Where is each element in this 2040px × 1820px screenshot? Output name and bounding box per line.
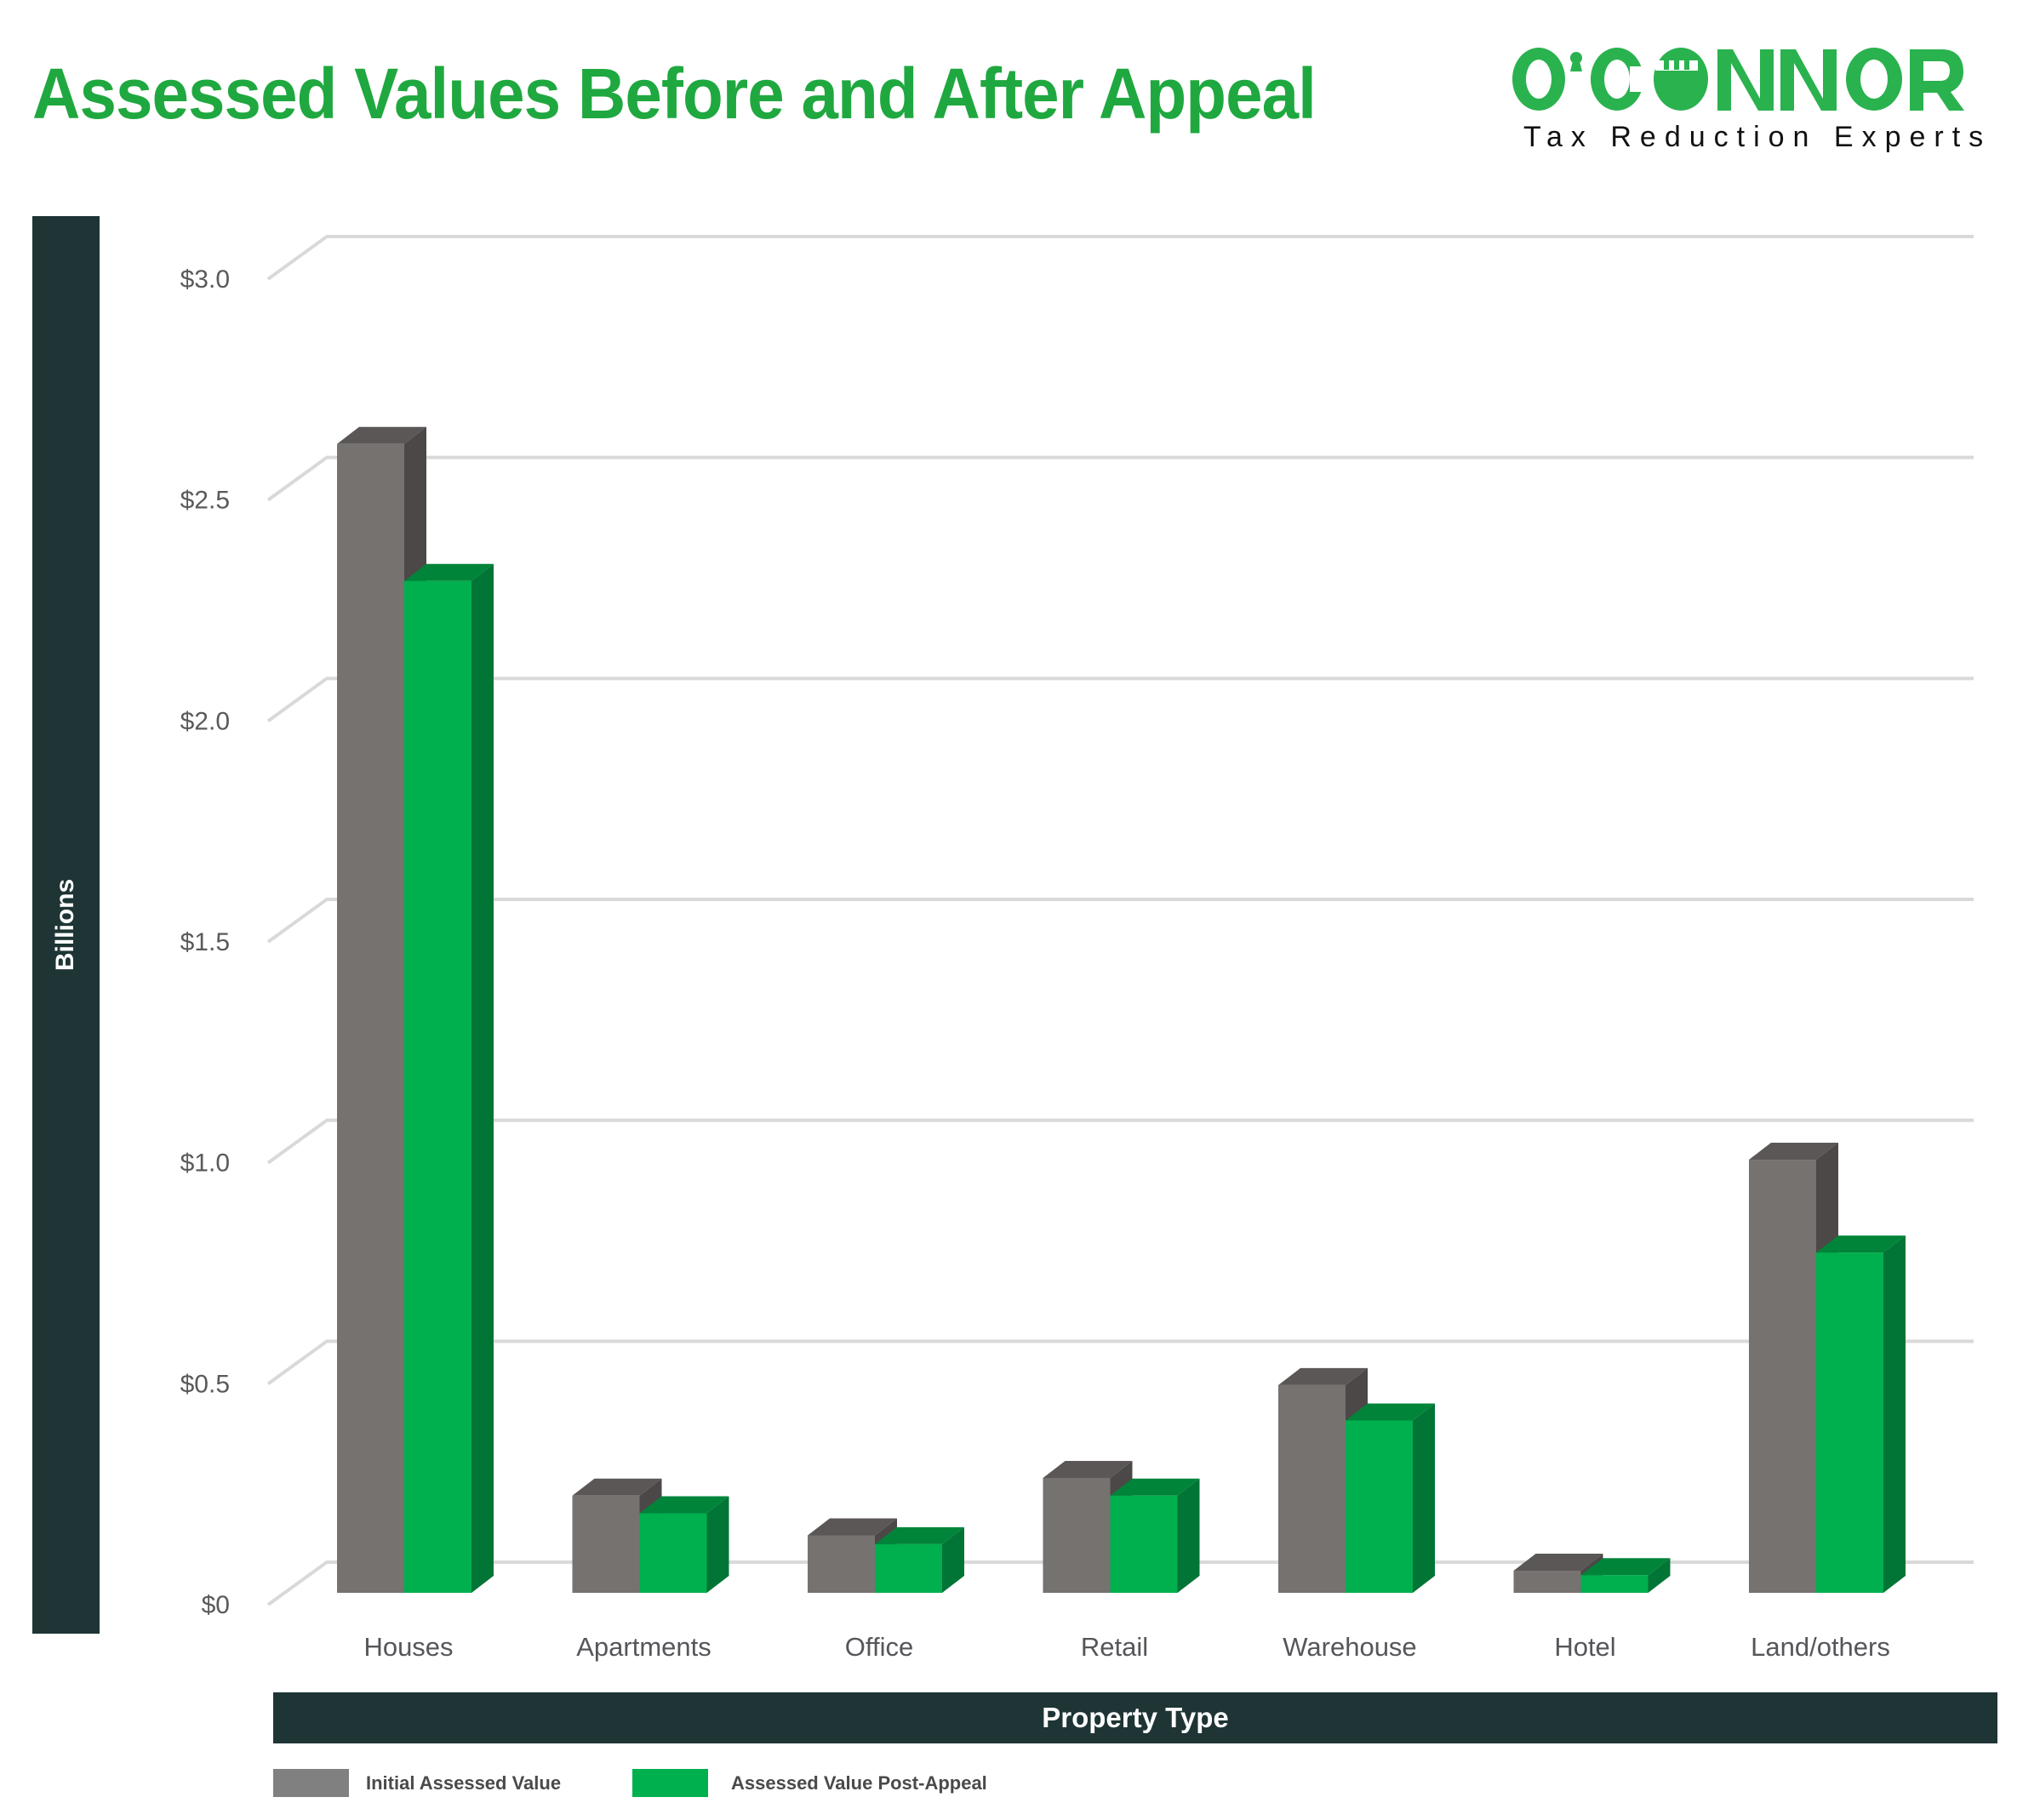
gridlines [266, 235, 1974, 1606]
x-category-label: Warehouse [1283, 1632, 1416, 1662]
bar-top-face [1278, 1367, 1368, 1385]
bar-top-face [404, 563, 494, 581]
x-category-label: Land/others [1751, 1632, 1890, 1662]
bar-front-face [1513, 1571, 1581, 1593]
y-tick-label: $0 [202, 1591, 230, 1619]
bar-top-face [1110, 1478, 1200, 1496]
bar-front-face [1346, 1420, 1413, 1593]
y-tick-label: $3.0 [180, 265, 230, 294]
bar-top-face [875, 1526, 964, 1544]
logo-tagline: Tax Reduction Experts [1523, 121, 1992, 153]
gridline [266, 455, 1974, 502]
x-category-label: Retail [1081, 1632, 1148, 1662]
bar-post-appeal [639, 1496, 729, 1593]
x-category-label: Apartments [576, 1632, 711, 1662]
gridline [266, 1118, 1974, 1165]
bar-post-appeal [1110, 1478, 1200, 1593]
y-tick-label: $1.5 [180, 928, 230, 956]
bar-post-appeal [875, 1526, 964, 1593]
bar-top-face [1513, 1554, 1603, 1572]
chart-title: Assessed Values Before and After Appeal [32, 54, 1317, 134]
gridline [266, 235, 1974, 281]
bar-front-face [875, 1543, 942, 1593]
bar-front-face [1043, 1477, 1111, 1593]
bar-top-face [337, 426, 426, 444]
bar-top-face [1346, 1403, 1435, 1421]
bar-post-appeal [1346, 1403, 1435, 1593]
bar-side-face [1883, 1235, 1906, 1593]
y-tick-label: $1.0 [180, 1150, 230, 1178]
bar-top-face [1816, 1235, 1906, 1253]
y-axis-title-bar [32, 216, 100, 1634]
bar-top-face [639, 1496, 729, 1514]
bar-front-face [1580, 1575, 1649, 1593]
bar-front-face [1749, 1160, 1816, 1593]
gridline [266, 1339, 1974, 1385]
bar-front-face [337, 443, 404, 1593]
bar-side-face [1413, 1403, 1435, 1593]
x-category-label: Hotel [1554, 1632, 1615, 1662]
x-axis-title: Property Type [1042, 1702, 1229, 1733]
legend-label-initial: Initial Assessed Value [366, 1772, 562, 1794]
bar-top-face [1749, 1143, 1838, 1161]
bar-post-appeal [404, 563, 494, 1593]
oconnor-logo [1512, 48, 1964, 111]
bar-front-face [1278, 1384, 1346, 1593]
bar-side-face [706, 1496, 729, 1593]
bar-front-face [808, 1535, 875, 1593]
bar-post-appeal [1816, 1235, 1906, 1593]
bar-front-face [572, 1495, 640, 1593]
bar-front-face [1110, 1495, 1178, 1593]
bar-top-face [1043, 1460, 1133, 1478]
y-tick-labels: $0 $0.5 $1.0 $1.5 $2.0 $2.5 $3.0 [180, 265, 230, 1619]
gridline [266, 898, 1974, 944]
bars [337, 426, 1906, 1593]
x-category-label: Houses [363, 1632, 453, 1662]
bar-post-appeal [1580, 1558, 1671, 1593]
bar-front-face [404, 580, 471, 1593]
legend-swatch-initial [273, 1769, 349, 1797]
bar-side-face [471, 563, 494, 1593]
legend-swatch-post-appeal [632, 1769, 708, 1797]
bar-side-face [1177, 1478, 1200, 1593]
y-tick-label: $2.5 [180, 487, 230, 515]
legend-label-post-appeal: Assessed Value Post-Appeal [731, 1772, 987, 1794]
y-tick-label: $2.0 [180, 707, 230, 735]
bar-top-face [808, 1518, 897, 1536]
bar-front-face [639, 1513, 707, 1593]
x-category-label: Office [845, 1632, 913, 1662]
logo-keyhole [1570, 52, 1582, 64]
bar-front-face [1816, 1252, 1883, 1593]
gridline [266, 676, 1974, 722]
bar-top-face [572, 1478, 662, 1496]
bar-side-face [1648, 1558, 1671, 1593]
bar-top-face [1580, 1558, 1671, 1576]
x-category-labels: Houses Apartments Office Retail Warehouse Hot… [363, 1632, 1889, 1662]
bar-side-face [942, 1526, 964, 1593]
y-tick-label: $0.5 [180, 1370, 230, 1398]
x-axis-title-bar: Property Type [273, 1692, 1997, 1743]
legend: Initial Assessed Value Assessed Value Po… [273, 1769, 1124, 1797]
